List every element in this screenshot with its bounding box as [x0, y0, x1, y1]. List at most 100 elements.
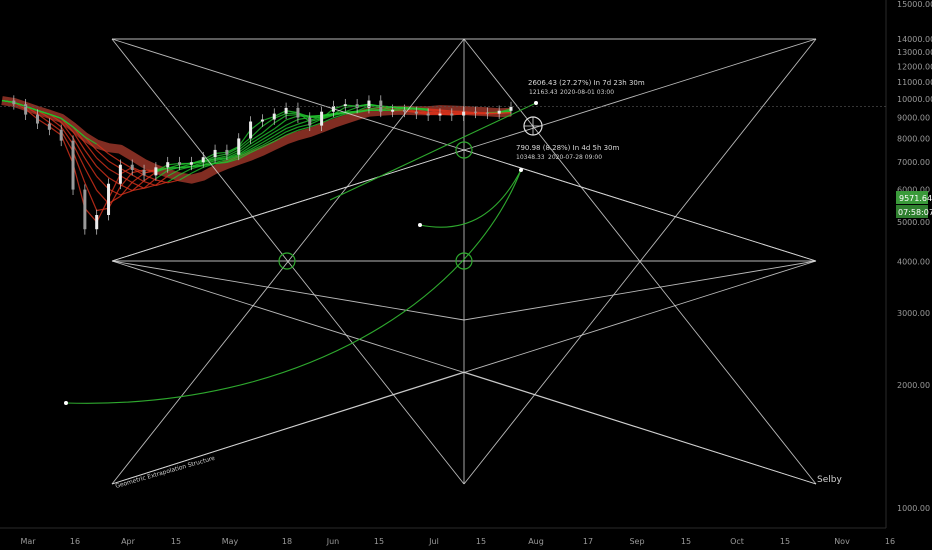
structure-line: [111, 371, 465, 485]
x-tick-label: Apr: [121, 537, 136, 546]
ma-band-segment: [499, 112, 512, 114]
ma-band-segment: [392, 107, 405, 111]
x-tick-label: 15: [681, 537, 691, 546]
ma-band-segment: [203, 157, 216, 163]
ma-band-segment: [72, 163, 86, 209]
x-tick-label: Mar: [20, 537, 36, 546]
y-tick-label: 4000.00: [897, 258, 930, 267]
ma-band-segment: [238, 148, 251, 156]
ma-band-segment: [1, 99, 14, 103]
ma-band-segment: [179, 162, 192, 166]
ma-band-segment: [357, 109, 370, 114]
ma-band-segment: [286, 112, 298, 115]
x-tick-label: 15: [171, 537, 181, 546]
x-tick-label: 15: [780, 537, 790, 546]
ma-band-segment: [333, 104, 346, 110]
ma-band-segment: [392, 109, 405, 112]
ma-band-segment: [72, 126, 86, 144]
ma-band-segment: [120, 166, 133, 175]
candle-body: [154, 167, 158, 176]
ma-band-segment: [238, 146, 251, 155]
candle-body: [189, 162, 193, 165]
y-tick-label: 5000.00: [897, 218, 930, 227]
price-candles: [12, 95, 513, 235]
ma-band-segment: [273, 110, 287, 118]
y-tick-label: 9000.00: [897, 114, 930, 123]
intersection-marker: [455, 141, 473, 159]
ma-band-segment: [108, 177, 121, 186]
ma-band-segment: [439, 113, 452, 116]
candle-body: [249, 121, 253, 139]
ma-band-segment: [226, 158, 239, 164]
ma-band-segment: [250, 120, 263, 131]
ma-band-segment: [250, 125, 263, 139]
ma-band-segment: [72, 131, 86, 151]
candle-body: [450, 113, 454, 116]
ma-band-segment: [309, 117, 322, 123]
anchor-point: [519, 168, 523, 172]
ma-band-segment: [60, 126, 74, 145]
upper-date-label: 2020-08-01 03:00: [560, 89, 614, 96]
ma-band-segment: [345, 111, 358, 115]
x-tick-label: May: [222, 537, 239, 546]
x-tick-label: 18: [282, 537, 292, 546]
ma-band-segment: [273, 134, 287, 142]
ma-band-segment: [250, 144, 263, 152]
ma-band-segment: [273, 115, 287, 124]
countdown-label-bg: [896, 205, 928, 218]
candle-body: [497, 110, 501, 114]
candle-body: [426, 113, 430, 116]
candle-body: [166, 162, 170, 168]
y-tick-label: 2000.00: [897, 381, 930, 390]
ma-band-segment: [143, 171, 157, 182]
ma-band-segment: [60, 130, 74, 152]
extrapolation-curve: [419, 169, 522, 228]
ma-band-segment: [84, 207, 98, 223]
ma-band-segment: [167, 169, 180, 177]
intersection-marker: [455, 252, 473, 270]
ma-band-segment: [179, 166, 192, 171]
ma-band-segment: [416, 112, 429, 116]
ma-band-segment: [96, 143, 109, 155]
ma-band-segment: [96, 176, 109, 190]
candle-body: [47, 123, 51, 130]
ma-band-segment: [262, 138, 275, 146]
ma-band-segment: [428, 113, 441, 115]
x-tick-label: Oct: [730, 537, 744, 546]
ma-band-segment: [309, 114, 322, 118]
ma-band-segment: [96, 207, 109, 212]
ma-band-segment: [356, 104, 370, 109]
ma-band-segment: [428, 108, 441, 111]
ma-band-segment: [60, 134, 74, 164]
x-tick-label: 15: [476, 537, 486, 546]
ma-band-segment: [84, 167, 98, 191]
moving-average-bands: [1, 96, 512, 223]
ma-band-segment: [203, 159, 216, 166]
candle-body: [130, 164, 134, 170]
ma-band-segment: [321, 114, 334, 120]
candle-body: [391, 109, 395, 112]
ma-band-segment: [356, 105, 370, 112]
anchor-point: [534, 101, 538, 105]
ma-band-segment: [96, 149, 109, 162]
ma-band-segment: [96, 166, 109, 179]
ma-band-segment: [60, 117, 74, 133]
x-tick-label: 16: [70, 537, 80, 546]
ma-band-segment: [250, 132, 263, 142]
ma-band-segment: [238, 129, 252, 147]
ma-band-segment: [143, 174, 157, 181]
ma-band-segment: [250, 146, 263, 154]
ma-band-segment: [120, 160, 133, 170]
ma-band-segment: [262, 135, 275, 144]
ma-band-segment: [309, 118, 322, 125]
ma-band-segment: [84, 136, 98, 145]
ma-band-segment: [345, 106, 358, 113]
ma-band-segment: [214, 155, 228, 160]
candle-body: [118, 164, 122, 184]
ma-band-segment: [191, 164, 204, 170]
candle-body: [12, 100, 16, 105]
x-tick-label: 17: [583, 537, 593, 546]
candle-body: [473, 111, 477, 113]
anchor-point: [418, 223, 422, 227]
x-tick-label: Jul: [428, 537, 439, 546]
